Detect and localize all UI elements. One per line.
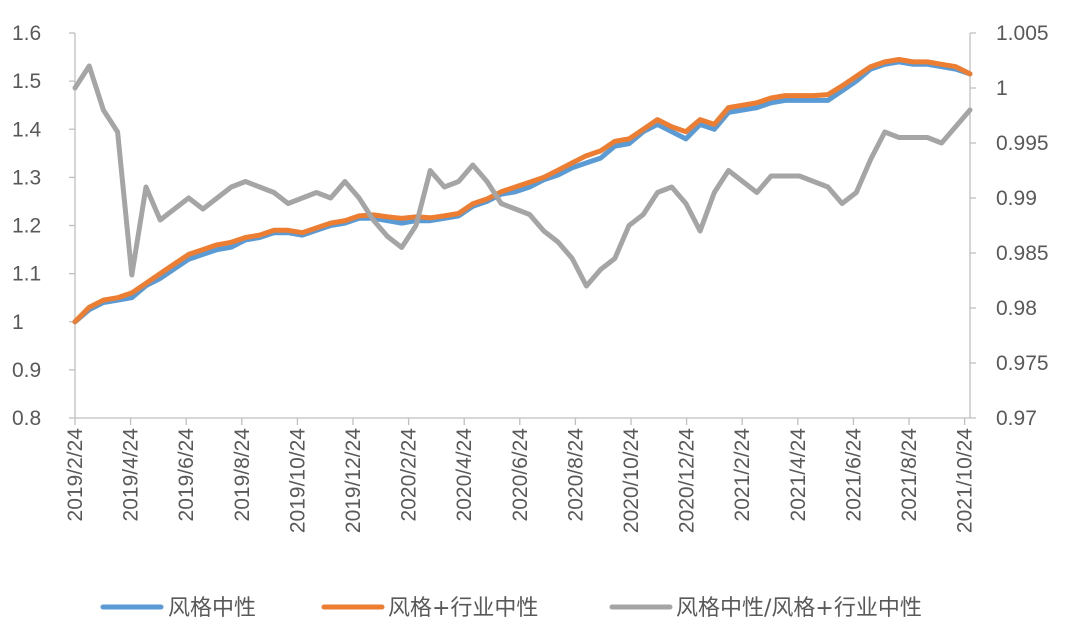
- x-tick-label: 2019/6/24: [175, 428, 198, 522]
- x-tick-label: 2020/8/24: [564, 428, 587, 522]
- left-tick-label: 0.8: [12, 407, 41, 430]
- legend-label-2: 风格+行业中性: [388, 596, 538, 621]
- x-tick-label: 2020/10/24: [620, 428, 643, 533]
- right-tick-label: 0.975: [996, 352, 1049, 375]
- series-layer: [72, 57, 973, 325]
- x-tick-label: 2020/12/24: [676, 428, 699, 533]
- series-line-2: [72, 57, 973, 325]
- right-tick-label: 0.97: [996, 407, 1037, 430]
- right-tick-label: 0.99: [996, 187, 1037, 210]
- x-tick-label: 2019/12/24: [342, 428, 365, 533]
- x-tick-label: 2019/10/24: [286, 428, 309, 533]
- left-tick-label: 1.2: [12, 215, 41, 238]
- series-line-3: [72, 63, 973, 289]
- axes-layer: 0.8 0.9 1 1.1 1.2 1.3 1.4 1.5 1.6 0.97 0.975 0.98 0.…: [12, 22, 1049, 533]
- x-tick-label: 2021/8/24: [898, 428, 921, 522]
- x-tick-label: 2021/10/24: [954, 428, 977, 533]
- left-tick-label: 1.1: [12, 263, 41, 286]
- series-line-1: [72, 59, 973, 325]
- right-tick-label: 1: [996, 77, 1008, 100]
- x-tick-label: 2019/8/24: [231, 428, 254, 522]
- x-tick-label: 2020/2/24: [398, 428, 421, 522]
- left-tick-label: 1: [12, 311, 24, 334]
- legend: 风格中性 风格+行业中性 风格中性/风格+行业中性: [100, 596, 922, 621]
- left-tick-label: 1.6: [12, 22, 41, 45]
- x-tick-label: 2020/4/24: [453, 428, 476, 522]
- x-tick-label: 2020/6/24: [509, 428, 532, 522]
- left-tick-label: 1.3: [12, 166, 41, 189]
- x-tick-label: 2021/2/24: [731, 428, 754, 522]
- left-tick-label: 1.5: [12, 70, 41, 93]
- x-tick-label: 2021/4/24: [787, 428, 810, 522]
- right-tick-label: 1.005: [996, 22, 1049, 45]
- right-tick-label: 0.985: [996, 242, 1049, 265]
- x-tick-label: 2019/4/24: [120, 428, 143, 522]
- right-tick-label: 0.98: [996, 297, 1037, 320]
- right-tick-label: 0.995: [996, 132, 1049, 155]
- left-tick-label: 0.9: [12, 359, 41, 382]
- x-tick-label: 2019/2/24: [64, 428, 87, 522]
- left-tick-label: 1.4: [12, 118, 42, 141]
- legend-label-3: 风格中性/风格+行业中性: [676, 596, 922, 621]
- legend-label-1: 风格中性: [168, 596, 256, 621]
- x-tick-label: 2021/6/24: [842, 428, 865, 522]
